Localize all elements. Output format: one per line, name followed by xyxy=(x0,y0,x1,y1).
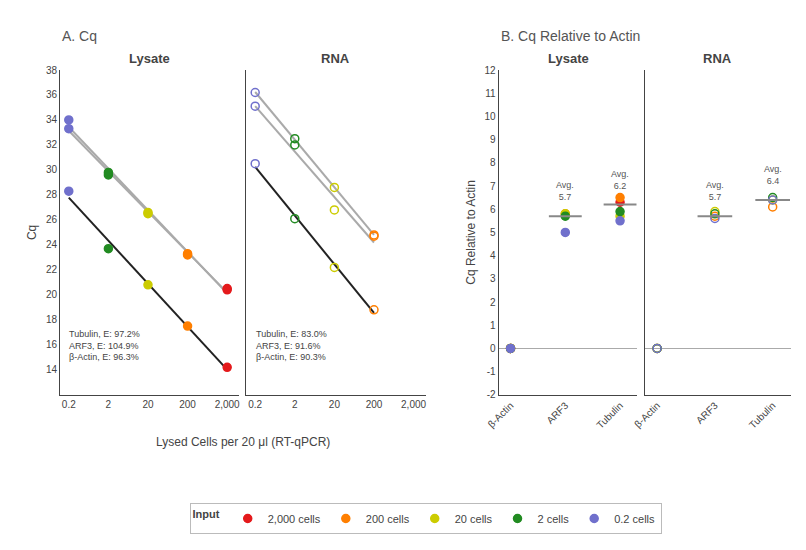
svg-text:14: 14 xyxy=(46,364,58,375)
svg-text:5: 5 xyxy=(490,227,496,238)
svg-text:ARF3: ARF3 xyxy=(544,400,570,426)
svg-text:A. Cq: A. Cq xyxy=(62,28,97,44)
svg-text:9: 9 xyxy=(490,134,496,145)
svg-text:B. Cq Relative to Actin: B. Cq Relative to Actin xyxy=(501,28,640,44)
svg-text:Lysate: Lysate xyxy=(548,51,589,66)
svg-text:2,000: 2,000 xyxy=(401,399,426,410)
svg-text:20: 20 xyxy=(46,289,58,300)
svg-text:24: 24 xyxy=(46,239,58,250)
svg-text:36: 36 xyxy=(46,89,58,100)
svg-text:18: 18 xyxy=(46,314,58,325)
svg-text:Input: Input xyxy=(193,508,220,520)
svg-text:34: 34 xyxy=(46,114,58,125)
svg-text:26: 26 xyxy=(46,214,58,225)
svg-text:ARF3: ARF3 xyxy=(694,400,720,426)
svg-text:Avg.5.7: Avg.5.7 xyxy=(556,180,574,202)
svg-text:6: 6 xyxy=(490,204,496,215)
svg-text:Cq: Cq xyxy=(25,225,39,240)
svg-text:16: 16 xyxy=(46,339,58,350)
svg-text:Cq Relative to Actin: Cq Relative to Actin xyxy=(464,180,478,285)
svg-text:3: 3 xyxy=(490,273,496,284)
svg-text:Tubulin, E: 97.2%ARF3, E: 104.: Tubulin, E: 97.2%ARF3, E: 104.9%β-Actin,… xyxy=(69,329,140,362)
svg-text:20: 20 xyxy=(142,399,154,410)
svg-text:Tubulin: Tubulin xyxy=(747,400,778,431)
svg-text:RNA: RNA xyxy=(703,51,732,66)
svg-text:1: 1 xyxy=(490,320,496,331)
svg-text:-2: -2 xyxy=(487,389,496,400)
svg-text:-1: -1 xyxy=(487,366,496,377)
svg-text:10: 10 xyxy=(484,111,496,122)
svg-text:200: 200 xyxy=(179,399,196,410)
svg-text:2,000: 2,000 xyxy=(215,399,240,410)
svg-text:Tubulin: Tubulin xyxy=(594,400,625,431)
svg-text:7: 7 xyxy=(490,181,496,192)
svg-text:β-Actin: β-Actin xyxy=(632,400,662,430)
svg-text:12: 12 xyxy=(484,65,496,76)
svg-text:20: 20 xyxy=(329,399,341,410)
svg-text:β-Actin: β-Actin xyxy=(486,400,516,430)
svg-text:2: 2 xyxy=(490,297,496,308)
svg-text:8: 8 xyxy=(490,157,496,168)
svg-text:0: 0 xyxy=(490,343,496,354)
svg-text:Avg.6.2: Avg.6.2 xyxy=(611,169,629,191)
svg-text:2: 2 xyxy=(292,399,298,410)
svg-text:22: 22 xyxy=(46,264,58,275)
svg-text:38: 38 xyxy=(46,65,58,76)
svg-text:20 cells: 20 cells xyxy=(455,513,493,525)
svg-text:200: 200 xyxy=(366,399,383,410)
svg-text:4: 4 xyxy=(490,250,496,261)
svg-text:2 cells: 2 cells xyxy=(538,513,570,525)
svg-text:200 cells: 200 cells xyxy=(366,513,410,525)
svg-text:0.2: 0.2 xyxy=(248,399,262,410)
svg-text:30: 30 xyxy=(46,164,58,175)
svg-text:RNA: RNA xyxy=(321,51,350,66)
svg-text:Avg.6.4: Avg.6.4 xyxy=(764,164,782,186)
svg-text:Lysed Cells per 20 μl (RT-qPCR: Lysed Cells per 20 μl (RT-qPCR) xyxy=(156,435,330,449)
svg-text:2: 2 xyxy=(106,399,112,410)
svg-text:28: 28 xyxy=(46,189,58,200)
svg-text:32: 32 xyxy=(46,139,58,150)
svg-text:2,000 cells: 2,000 cells xyxy=(268,513,321,525)
svg-text:Avg.5.7: Avg.5.7 xyxy=(706,180,724,202)
svg-text:11: 11 xyxy=(485,88,496,99)
svg-text:0.2: 0.2 xyxy=(62,399,76,410)
svg-text:Lysate: Lysate xyxy=(129,51,170,66)
svg-text:Tubulin, E: 83.0%ARF3, E: 91.6: Tubulin, E: 83.0%ARF3, E: 91.6%β-Actin, … xyxy=(256,329,327,362)
svg-text:0.2 cells: 0.2 cells xyxy=(614,513,655,525)
